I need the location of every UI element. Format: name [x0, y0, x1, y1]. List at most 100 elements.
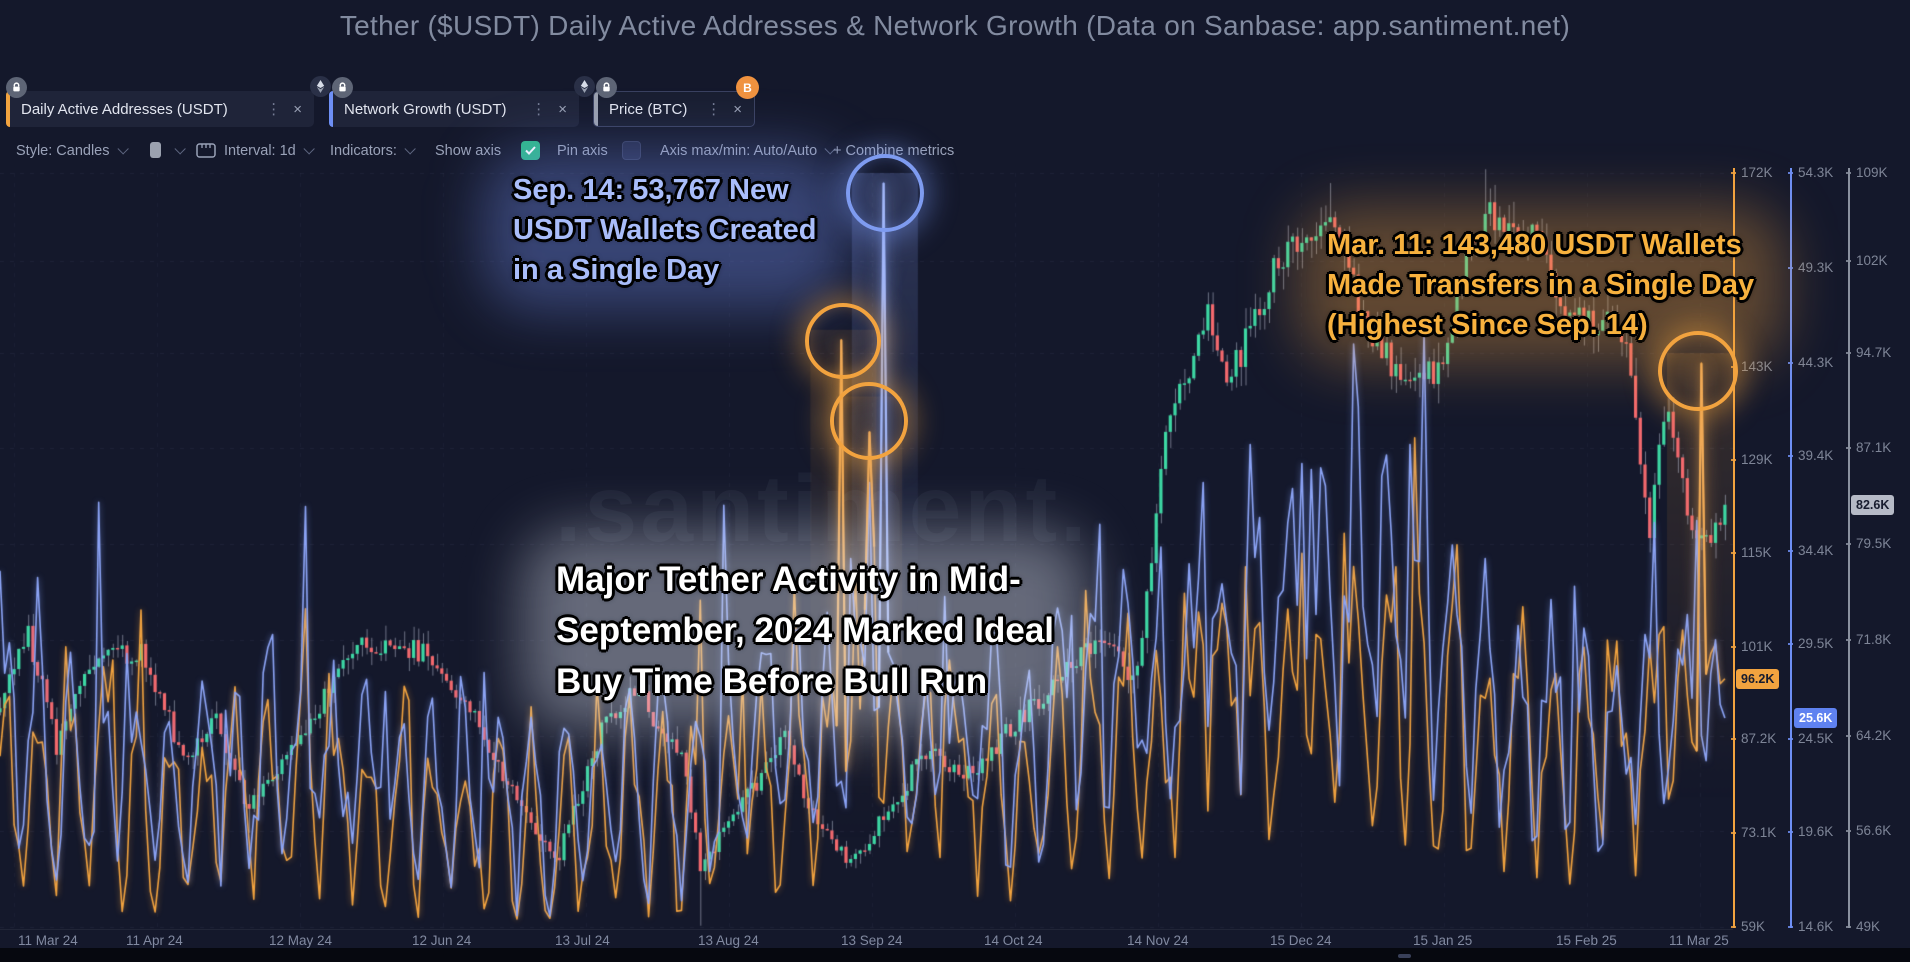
axis-tick-mark	[1788, 926, 1793, 928]
axis-line-network-growth[interactable]	[1790, 168, 1792, 928]
axis-tick-label: 101K	[1741, 638, 1773, 654]
highlight-circle-sep-daa-spike-2	[830, 382, 908, 460]
chevron-down-icon	[404, 143, 416, 155]
tab-options-kebab-icon[interactable]: ⋮	[531, 101, 547, 118]
x-axis-date-label: 15 Dec 24	[1270, 933, 1332, 948]
tab-accent-bar	[6, 91, 10, 127]
axis-tick-label: 49.3K	[1798, 259, 1834, 275]
axis-tick-label: 24.5K	[1798, 730, 1834, 746]
show-axis-checkbox[interactable]	[521, 141, 540, 160]
axis-tick-label: 94.7K	[1856, 344, 1892, 360]
highlight-circle-sep14-spike	[846, 154, 924, 232]
ethereum-chain-icon[interactable]	[310, 76, 331, 97]
axis-tick-label: 87.1K	[1856, 440, 1892, 456]
tab-network-growth[interactable]: Network Growth (USDT) ⋮ ×	[329, 91, 579, 127]
x-axis-date-label: 13 Aug 24	[698, 933, 759, 948]
axis-tick-label: 143K	[1741, 358, 1773, 374]
last-value-badge-network-growth: 25.6K	[1794, 708, 1838, 729]
color-swatch[interactable]	[150, 142, 161, 158]
axis-tick-mark	[1846, 172, 1851, 174]
annotation-mar11-active-addresses: Mar. 11: 143,480 USDT Wallets Made Trans…	[1297, 205, 1785, 365]
tab-label: Price (BTC)	[609, 100, 688, 118]
x-axis-date-label: 15 Jan 25	[1413, 933, 1473, 948]
last-value-badge-price: 82.6K	[1851, 494, 1895, 515]
tab-close-icon[interactable]: ×	[733, 100, 742, 118]
x-axis-date-label: 11 Apr 24	[126, 933, 183, 948]
page-title: Tether ($USDT) Daily Active Addresses & …	[339, 10, 1571, 41]
axis-tick-mark	[1788, 831, 1793, 834]
axis-tick-label: 129K	[1741, 451, 1773, 467]
ethereum-chain-icon[interactable]	[574, 76, 595, 97]
chevron-down-icon	[303, 143, 315, 155]
axis-tick-mark	[1846, 639, 1851, 642]
lock-icon[interactable]	[596, 77, 617, 98]
axis-tick-label: 56.6K	[1856, 823, 1892, 839]
axis-tick-label: 115K	[1741, 545, 1772, 561]
axis-tick-mark	[1788, 266, 1793, 269]
axis-tick-mark	[1731, 737, 1736, 740]
axis-tick-mark	[1846, 830, 1851, 833]
axis-tick-label: 54.3K	[1798, 165, 1834, 180]
axis-tick-mark	[1731, 458, 1736, 461]
tab-options-kebab-icon[interactable]: ⋮	[706, 101, 722, 118]
axis-tick-label: 71.8K	[1856, 632, 1892, 648]
axis-tick-mark	[1731, 552, 1736, 555]
x-axis-date-label: 15 Feb 25	[1556, 933, 1617, 948]
highlight-circle-mar11-spike	[1658, 331, 1738, 411]
axis-tick-mark	[1788, 737, 1793, 740]
axis-tick-mark	[1788, 454, 1793, 457]
axis-tick-label: 64.2K	[1856, 727, 1892, 743]
x-axis-date-label: 12 May 24	[269, 933, 333, 948]
axis-tick-mark	[1731, 926, 1736, 928]
pin-axis-label: Pin axis	[557, 143, 608, 159]
tab-close-icon[interactable]: ×	[293, 100, 302, 118]
axis-tick-mark	[1846, 351, 1851, 354]
combine-metrics-button[interactable]: + Combine metrics	[833, 143, 955, 159]
axis-tick-mark	[1731, 831, 1736, 834]
x-axis-date-label: 13 Sep 24	[841, 933, 903, 948]
axis-tick-mark	[1788, 172, 1793, 174]
scroll-handle[interactable]	[1398, 954, 1411, 958]
bitcoin-asset-icon[interactable]: B	[736, 76, 759, 99]
axis-tick-label: 172K	[1741, 165, 1773, 180]
tab-accent-bar	[329, 91, 333, 127]
pin-axis-checkbox[interactable]	[622, 141, 641, 160]
price-network-chart-canvas[interactable]	[0, 167, 1733, 930]
x-axis-date-label: 11 Mar 25	[1669, 933, 1729, 948]
axis-tick-mark	[1788, 361, 1793, 364]
tab-close-icon[interactable]: ×	[558, 100, 567, 118]
axis-tick-mark	[1846, 542, 1851, 545]
axis-tick-mark	[1846, 259, 1851, 262]
axis-tick-mark	[1846, 447, 1851, 450]
axis-tick-label: 44.3K	[1798, 354, 1834, 370]
chevron-down-icon	[116, 143, 129, 155]
x-axis-date-label: 14 Nov 24	[1127, 933, 1189, 948]
lock-icon[interactable]	[6, 77, 27, 98]
swatch-dropdown[interactable]	[167, 141, 186, 161]
axis-tick-mark	[1788, 549, 1793, 552]
interval-ruler-icon	[196, 143, 216, 158]
axis-tick-mark	[1846, 926, 1851, 928]
axis-line-daily-active-addresses[interactable]	[1733, 168, 1735, 928]
axis-maxmin-dropdown[interactable]: Axis max/min: Auto/Auto	[660, 141, 836, 161]
lock-icon[interactable]	[332, 77, 353, 98]
annotation-buy-time-callout: Major Tether Activity in Mid- September,…	[522, 530, 1089, 731]
axis-tick-mark	[1846, 734, 1851, 737]
axis-tick-label: 73.1K	[1741, 824, 1777, 840]
axis-line-price-btc[interactable]	[1848, 168, 1850, 928]
tab-options-kebab-icon[interactable]: ⋮	[266, 101, 282, 118]
tab-daily-active-addresses[interactable]: Daily Active Addresses (USDT) ⋮ ×	[6, 91, 314, 127]
x-axis-date-label: 13 Jul 24	[555, 933, 610, 948]
tab-price-btc[interactable]: Price (BTC) ⋮ ×	[593, 91, 755, 127]
tab-accent-bar	[594, 92, 598, 126]
axis-tick-label: 79.5K	[1856, 535, 1892, 551]
annotation-glow	[522, 530, 1089, 731]
style-dropdown[interactable]: Style: Candles	[16, 141, 129, 161]
bottom-bar	[0, 948, 1910, 962]
indicators-dropdown[interactable]: Indicators:	[330, 141, 416, 161]
annotation-sep14-network-growth: Sep. 14: 53,767 New USDT Wallets Created…	[483, 150, 847, 310]
axis-tick-mark	[1731, 172, 1736, 174]
interval-dropdown[interactable]: Interval: 1d	[224, 141, 315, 161]
axis-tick-label: 49K	[1856, 919, 1881, 934]
axis-tick-mark	[1788, 643, 1793, 645]
